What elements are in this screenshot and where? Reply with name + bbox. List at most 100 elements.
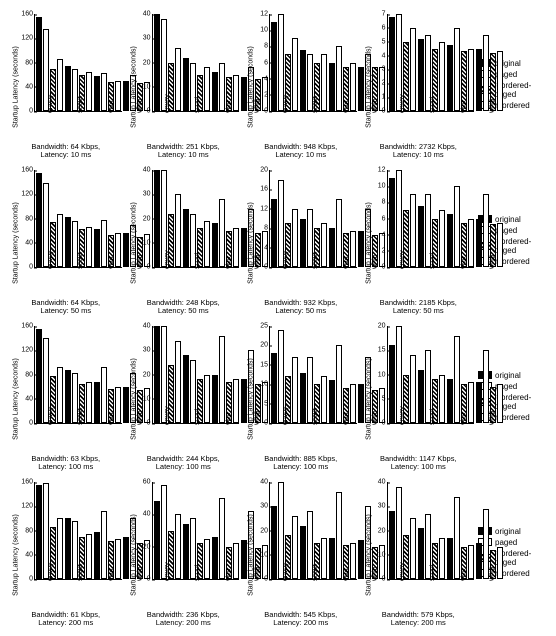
bar-group: whip xyxy=(475,326,504,423)
panel-caption: Bandwidth: 251 Kbps,Latency: 10 ms xyxy=(126,143,242,160)
x-tick-label: envoy xyxy=(45,250,54,269)
y-tick: 12 xyxy=(378,167,386,174)
panel-caption: Bandwidth: 545 Kbps,Latency: 200 ms xyxy=(243,611,359,628)
y-tick: 12 xyxy=(260,11,268,18)
chart-panel: Startup Latency (seconds)04080120160envo… xyxy=(8,320,124,472)
y-tick: 20 xyxy=(260,527,268,534)
y-tick: 4 xyxy=(264,75,268,82)
bar-groups: envoyscoutvivowhip xyxy=(388,326,475,423)
bar xyxy=(447,379,453,423)
y-tick: 0 xyxy=(264,264,268,271)
bar-groups: envoyscoutvivowhip xyxy=(388,170,475,267)
x-tick-label: envoy xyxy=(280,94,289,113)
y-tick: 0 xyxy=(382,420,386,427)
y-ticks: 01234567 xyxy=(368,14,386,111)
bar xyxy=(410,518,416,579)
bar-group: vivo xyxy=(446,170,475,267)
x-tick-label: vivo xyxy=(341,413,350,425)
bar xyxy=(233,379,239,423)
y-tick: 40 xyxy=(143,511,151,518)
y-ticks: 024681012 xyxy=(368,170,386,267)
y-tick: 5 xyxy=(382,395,386,402)
plot-area: 05101520envoyscoutvivowhip xyxy=(387,326,475,424)
y-tick: 80 xyxy=(25,371,33,378)
bar xyxy=(350,63,356,112)
bar xyxy=(36,17,42,111)
bar-group: envoy xyxy=(388,326,417,423)
bar xyxy=(336,345,342,423)
bar-groups: envoyscoutvivowhip xyxy=(388,482,475,579)
bar xyxy=(86,382,92,423)
y-tick: 10 xyxy=(378,371,386,378)
plot-area: 010203040envoyscoutvivowhip xyxy=(152,326,240,424)
y-tick: 0 xyxy=(382,108,386,115)
bar xyxy=(175,194,181,267)
bar xyxy=(271,506,277,579)
y-tick: 40 xyxy=(143,167,151,174)
bar-group: scout xyxy=(64,326,93,423)
bar xyxy=(36,329,42,423)
bar xyxy=(154,170,160,267)
panel-caption: Bandwidth: 2185 Kbps,Latency: 50 ms xyxy=(361,299,477,316)
x-tick-label: envoy xyxy=(280,406,289,425)
bar-groups: envoyscoutvivowhip xyxy=(35,14,122,111)
bar xyxy=(57,59,63,111)
y-tick: 160 xyxy=(21,479,33,486)
y-tick: 40 xyxy=(25,551,33,558)
panel-caption: Bandwidth: 1147 Kbps,Latency: 100 ms xyxy=(361,455,477,472)
y-tick: 20 xyxy=(143,215,151,222)
bar xyxy=(447,214,453,267)
y-tick: 12 xyxy=(260,205,268,212)
x-tick-label: envoy xyxy=(45,94,54,113)
bar-group: scout xyxy=(182,14,211,111)
bar-group: vivo xyxy=(446,14,475,111)
x-tick-label: envoy xyxy=(162,562,171,581)
bar-groups: envoyscoutvivowhip xyxy=(153,14,240,111)
bar xyxy=(212,537,218,579)
bar xyxy=(497,384,503,423)
y-tick: 0 xyxy=(147,420,151,427)
bar xyxy=(115,387,121,423)
bar xyxy=(321,54,327,111)
bar xyxy=(219,498,225,579)
x-tick-label: envoy xyxy=(397,562,406,581)
bar-groups: envoyscoutvivowhip xyxy=(270,14,357,111)
bar xyxy=(233,543,239,579)
y-tick: 30 xyxy=(143,347,151,354)
plot-area: 024681012envoyscoutvivowhip xyxy=(387,170,475,268)
panel-caption: Bandwidth: 64 Kbps,Latency: 10 ms xyxy=(8,143,124,160)
y-tick: 30 xyxy=(378,503,386,510)
y-tick: 160 xyxy=(21,323,33,330)
y-tick: 0 xyxy=(147,576,151,583)
bar xyxy=(36,173,42,267)
bar-groups: envoyscoutvivowhip xyxy=(270,326,357,423)
panel-caption: Bandwidth: 64 Kbps,Latency: 50 ms xyxy=(8,299,124,316)
bar xyxy=(175,341,181,423)
bar xyxy=(86,534,92,579)
y-tick: 40 xyxy=(25,83,33,90)
x-tick-label: envoy xyxy=(45,406,54,425)
bar-groups: envoyscoutvivowhip xyxy=(270,482,357,579)
y-tick: 2 xyxy=(382,80,386,87)
bar-group: scout xyxy=(299,14,328,111)
y-tick: 0 xyxy=(382,576,386,583)
y-ticks: 04080120160 xyxy=(15,170,33,267)
bar xyxy=(476,543,482,579)
bar-group: envoy xyxy=(270,170,299,267)
bar-groups: envoyscoutvivowhip xyxy=(388,14,475,111)
bar-group: scout xyxy=(299,326,328,423)
y-tick: 30 xyxy=(260,503,268,510)
bar xyxy=(410,355,416,423)
bar xyxy=(418,206,424,267)
y-tick: 0 xyxy=(264,420,268,427)
y-tick: 120 xyxy=(21,503,33,510)
x-tick-label: envoy xyxy=(162,250,171,269)
bar xyxy=(204,67,210,111)
bar xyxy=(94,532,100,579)
bar-group: envoy xyxy=(388,482,417,579)
bar-groups: envoyscoutvivowhip xyxy=(35,170,122,267)
bar xyxy=(439,375,445,424)
y-tick: 4 xyxy=(382,52,386,59)
y-ticks: 04080120160 xyxy=(15,14,33,111)
x-tick-label: scout xyxy=(427,564,436,581)
